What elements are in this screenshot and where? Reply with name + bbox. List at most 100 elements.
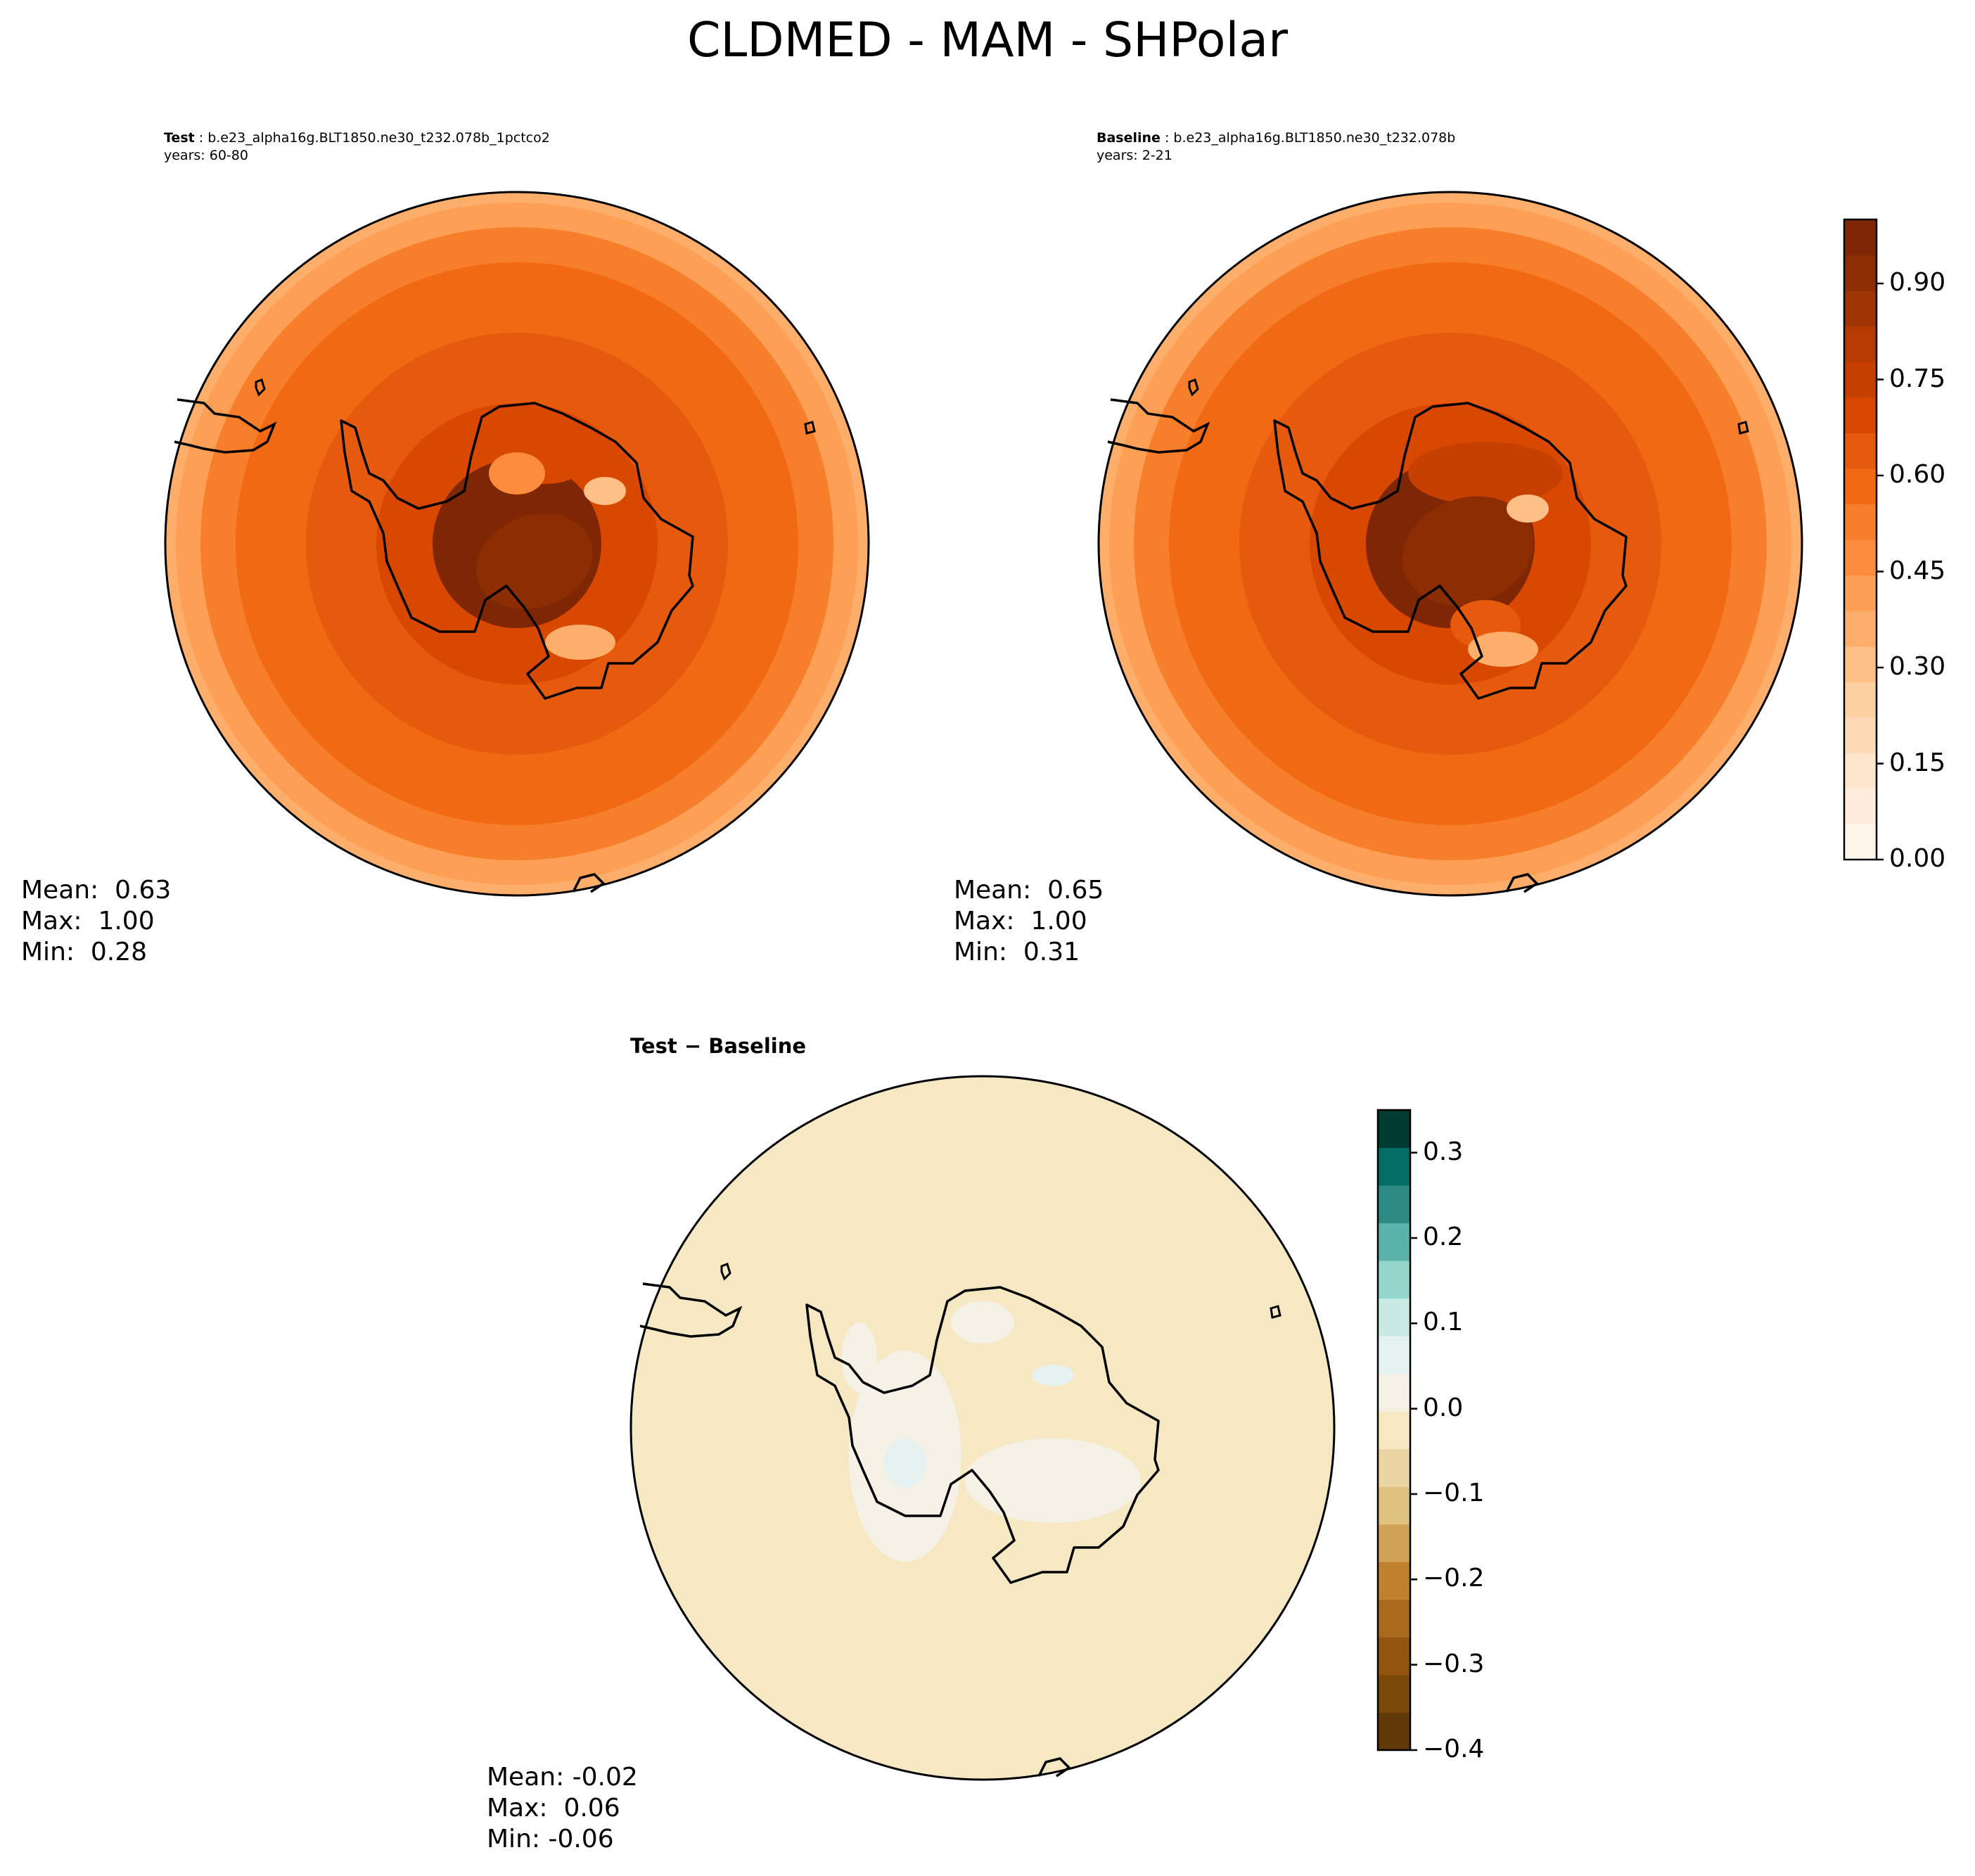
diff-stats: Mean: -0.02 Max: 0.06 Min: -0.06 — [487, 1762, 638, 1855]
diff-min: Min: -0.06 — [487, 1825, 614, 1853]
test-falklands-coastline — [255, 378, 266, 397]
diff-mean: Mean: -0.02 — [487, 1763, 638, 1792]
test-case-name: b.e23_alpha16g.BLT1850.ne30_t232.078b_1p… — [207, 130, 550, 146]
difference-colorbar-tick-label: 0.1 — [1423, 1308, 1464, 1337]
absolute-colorbar-segment-13 — [1844, 362, 1877, 398]
test-south-america-coastline — [174, 398, 277, 454]
baseline-anomaly-3 — [1507, 494, 1549, 523]
absolute-colorbar-tick-label: 0.90 — [1889, 268, 1946, 297]
diff-anomaly-4 — [951, 1301, 1014, 1344]
test-antarctica-coastline — [340, 402, 694, 700]
difference-colorbar-tick-label: −0.2 — [1423, 1564, 1485, 1593]
difference-colorbar-tick-label: 0.2 — [1423, 1223, 1464, 1251]
absolute-colorbar-segment-1 — [1844, 788, 1877, 824]
diff-anomaly-5 — [842, 1322, 877, 1393]
absolute-colorbar-segment-3 — [1844, 717, 1877, 753]
absolute-colorbar-tick-label: 0.75 — [1889, 364, 1946, 393]
absolute-colorbar-tick-label: 0.00 — [1889, 844, 1946, 873]
difference-colorbar-tick-label: −0.4 — [1423, 1735, 1485, 1763]
diff-max: Max: 0.06 — [487, 1794, 620, 1823]
difference-colorbar-segment-8 — [1378, 1411, 1410, 1450]
test-polar-map — [164, 191, 870, 897]
absolute-colorbar-tick-label: 0.45 — [1889, 556, 1946, 585]
absolute-colorbar-tick-label: 0.15 — [1889, 748, 1946, 777]
difference-colorbar-tick-label: 0.3 — [1423, 1137, 1464, 1166]
absolute-colorbar-segment-7 — [1844, 575, 1877, 611]
test-years: years: 60-80 — [164, 148, 248, 163]
difference-colorbar-segment-15 — [1378, 1147, 1410, 1186]
diff-anomaly-7 — [673, 1421, 694, 1470]
difference-colorbar-segment-4 — [1378, 1562, 1410, 1600]
diff-anomaly-6 — [835, 1709, 1060, 1744]
test-min: Min: 0.28 — [21, 938, 148, 966]
test-anomaly-1 — [476, 513, 593, 609]
test-panel-title: Test : b.e23_alpha16g.BLT1850.ne30_t232.… — [164, 130, 550, 163]
difference-colorbar-segment-5 — [1378, 1524, 1410, 1562]
test-anomaly-3 — [584, 477, 626, 505]
difference-colorbar-segment-1 — [1378, 1674, 1410, 1713]
absolute-colorbar — [1843, 218, 1884, 861]
absolute-colorbar-segment-4 — [1844, 682, 1877, 718]
baseline-map-boundary — [1097, 191, 1803, 897]
difference-colorbar-segment-6 — [1378, 1486, 1410, 1525]
test-stats: Mean: 0.63 Max: 1.00 Min: 0.28 — [21, 875, 171, 968]
difference-colorbar-segment-3 — [1378, 1599, 1410, 1638]
absolute-colorbar-segment-9 — [1844, 504, 1877, 540]
absolute-colorbar-segment-10 — [1844, 468, 1877, 504]
diff-anomaly-8 — [659, 1308, 708, 1336]
baseline-years: years: 2-21 — [1097, 148, 1172, 163]
baseline-min: Min: 0.31 — [954, 938, 1080, 966]
test-max: Max: 1.00 — [21, 907, 155, 936]
baseline-mean: Mean: 0.65 — [954, 876, 1104, 905]
absolute-colorbar-segment-14 — [1844, 326, 1877, 362]
difference-polar-map — [629, 1075, 1336, 1781]
baseline-stats: Mean: 0.65 Max: 1.00 Min: 0.31 — [954, 875, 1104, 968]
baseline-antarctica-coastline — [1273, 402, 1628, 700]
test-anomaly-2 — [489, 452, 545, 494]
absolute-colorbar-frame — [1843, 218, 1878, 861]
baseline-anomaly-4 — [1468, 632, 1538, 667]
test-mean: Mean: 0.63 — [21, 876, 172, 905]
diff-panel-title: Test − Baseline — [630, 1034, 807, 1058]
difference-colorbar-segment-14 — [1378, 1185, 1410, 1224]
absolute-colorbar-segment-16 — [1844, 255, 1877, 291]
diff-anomaly-9 — [969, 1386, 997, 1435]
baseline-anomaly-0 — [1408, 442, 1563, 505]
absolute-colorbar-segment-17 — [1844, 219, 1877, 256]
baseline-south-america-coastline — [1107, 398, 1210, 454]
difference-colorbar — [1376, 1109, 1417, 1751]
diff-anomaly-3 — [1032, 1365, 1074, 1386]
baseline-anomaly-1 — [1402, 496, 1533, 606]
figure-title: CLDMED - MAM - SHPolar — [686, 13, 1289, 68]
diff-anomaly-1 — [884, 1438, 926, 1488]
test-map-boundary — [164, 191, 870, 897]
absolute-colorbar-tick-label: 0.30 — [1889, 652, 1946, 681]
absolute-colorbar-segment-2 — [1844, 753, 1877, 789]
absolute-colorbar-segment-5 — [1844, 646, 1877, 682]
diff-antarctica-coastline — [805, 1286, 1160, 1584]
baseline-falklands-coastline — [1188, 378, 1199, 397]
baseline-kerguelen-coastline — [1737, 421, 1749, 435]
baseline-case-name: b.e23_alpha16g.BLT1850.ne30_t232.078b — [1173, 130, 1456, 146]
difference-colorbar-tick-label: −0.1 — [1423, 1479, 1485, 1507]
difference-colorbar-frame — [1376, 1109, 1412, 1751]
test-label: Test — [164, 130, 195, 146]
difference-colorbar-tick-label: 0.0 — [1423, 1393, 1464, 1422]
difference-colorbar-tick-label: −0.3 — [1423, 1649, 1485, 1678]
diff-falklands-coastline — [720, 1263, 731, 1281]
difference-colorbar-segment-2 — [1378, 1637, 1410, 1676]
test-anomaly-4 — [545, 625, 615, 660]
absolute-colorbar-segment-6 — [1844, 611, 1877, 647]
difference-colorbar-segment-13 — [1378, 1223, 1410, 1261]
absolute-colorbar-segment-8 — [1844, 540, 1877, 576]
difference-colorbar-segment-7 — [1378, 1448, 1410, 1487]
difference-colorbar-segment-11 — [1378, 1298, 1410, 1336]
diff-south-america-coastline — [639, 1282, 743, 1338]
diff-anomaly-2 — [965, 1438, 1141, 1523]
absolute-colorbar-segment-0 — [1844, 824, 1877, 860]
baseline-polar-map — [1097, 191, 1803, 897]
baseline-label: Baseline — [1097, 130, 1161, 146]
diff-kerguelen-coastline — [1270, 1305, 1281, 1319]
absolute-colorbar-segment-15 — [1844, 291, 1877, 327]
baseline-max: Max: 1.00 — [954, 907, 1087, 936]
